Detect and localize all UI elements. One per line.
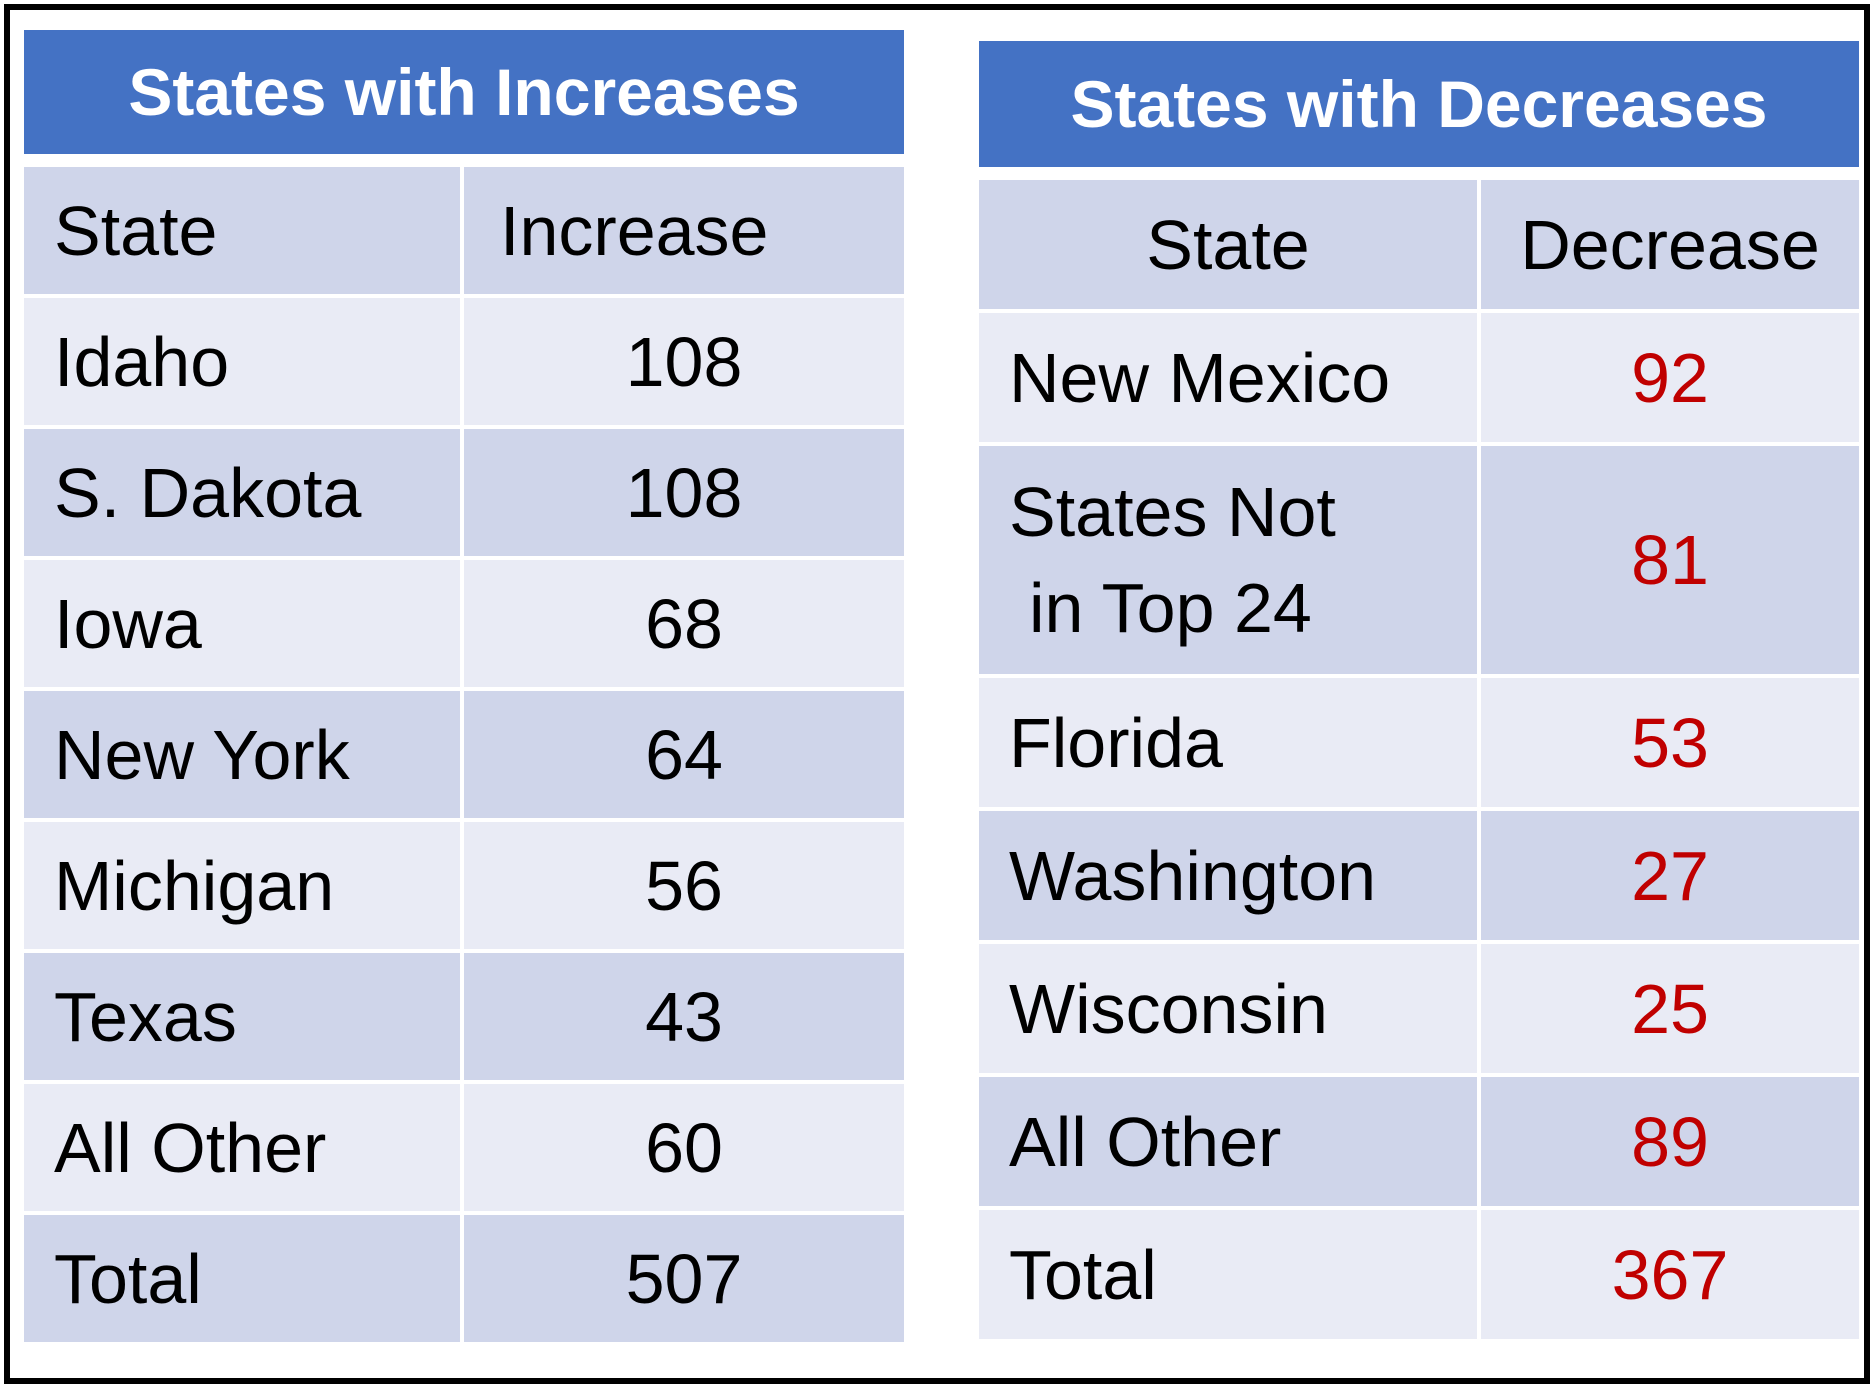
decreases-panel: States with Decreases State Decrease New… bbox=[979, 41, 1859, 1343]
increases-table: State Increase Idaho 108 S. Dakota 108 I… bbox=[24, 167, 904, 1346]
total-label-cell: Total bbox=[979, 1210, 1481, 1343]
state-cell: Texas bbox=[24, 953, 464, 1084]
decrease-value-cell: 53 bbox=[1481, 678, 1859, 811]
decreases-title: States with Decreases bbox=[979, 41, 1859, 167]
decreases-table: State Decrease New Mexico 92 States Not … bbox=[979, 180, 1859, 1343]
table-row: States Not in Top 24 81 bbox=[979, 446, 1859, 678]
total-value-cell: 507 bbox=[464, 1215, 904, 1346]
total-row: Total 507 bbox=[24, 1215, 904, 1346]
decrease-value-cell: 89 bbox=[1481, 1077, 1859, 1210]
table-row: Texas 43 bbox=[24, 953, 904, 1084]
increase-value-cell: 60 bbox=[464, 1084, 904, 1215]
state-cell: Florida bbox=[979, 678, 1481, 811]
state-cell: All Other bbox=[24, 1084, 464, 1215]
table-row: Idaho 108 bbox=[24, 298, 904, 429]
increase-value-cell: 108 bbox=[464, 429, 904, 560]
state-cell: Wisconsin bbox=[979, 944, 1481, 1077]
decrease-value-cell: 92 bbox=[1481, 313, 1859, 446]
state-cell: All Other bbox=[979, 1077, 1481, 1210]
increase-value-cell: 64 bbox=[464, 691, 904, 822]
total-row: Total 367 bbox=[979, 1210, 1859, 1343]
state-cell: Michigan bbox=[24, 822, 464, 953]
table-header-row: State Decrease bbox=[979, 180, 1859, 313]
state-cell: Iowa bbox=[24, 560, 464, 691]
increases-panel: States with Increases State Increase Ida… bbox=[24, 30, 904, 1346]
state-cell: New York bbox=[24, 691, 464, 822]
state-cell-line1: States Not bbox=[1009, 473, 1336, 551]
increase-value-cell: 68 bbox=[464, 560, 904, 691]
column-header-decrease: Decrease bbox=[1481, 180, 1859, 313]
column-header-increase: Increase bbox=[464, 167, 904, 298]
state-cell: S. Dakota bbox=[24, 429, 464, 560]
state-cell-line2: in Top 24 bbox=[1029, 569, 1312, 647]
table-row: Florida 53 bbox=[979, 678, 1859, 811]
total-value-cell: 367 bbox=[1481, 1210, 1859, 1343]
table-row: S. Dakota 108 bbox=[24, 429, 904, 560]
table-row: Michigan 56 bbox=[24, 822, 904, 953]
increase-value-cell: 43 bbox=[464, 953, 904, 1084]
table-row: All Other 89 bbox=[979, 1077, 1859, 1210]
table-row: Wisconsin 25 bbox=[979, 944, 1859, 1077]
increase-value-cell: 108 bbox=[464, 298, 904, 429]
table-row: New York 64 bbox=[24, 691, 904, 822]
figure-frame: States with Increases State Increase Ida… bbox=[4, 4, 1870, 1384]
table-header-row: State Increase bbox=[24, 167, 904, 298]
column-header-state: State bbox=[979, 180, 1481, 313]
increases-title: States with Increases bbox=[24, 30, 904, 154]
state-cell: Washington bbox=[979, 811, 1481, 944]
increase-value-cell: 56 bbox=[464, 822, 904, 953]
state-cell: States Not in Top 24 bbox=[979, 446, 1481, 678]
state-cell: Idaho bbox=[24, 298, 464, 429]
column-header-state: State bbox=[24, 167, 464, 298]
state-cell: New Mexico bbox=[979, 313, 1481, 446]
decrease-value-cell: 81 bbox=[1481, 446, 1859, 678]
table-row: Washington 27 bbox=[979, 811, 1859, 944]
table-row: Iowa 68 bbox=[24, 560, 904, 691]
table-row: All Other 60 bbox=[24, 1084, 904, 1215]
decrease-value-cell: 27 bbox=[1481, 811, 1859, 944]
decrease-value-cell: 25 bbox=[1481, 944, 1859, 1077]
total-label-cell: Total bbox=[24, 1215, 464, 1346]
table-row: New Mexico 92 bbox=[979, 313, 1859, 446]
